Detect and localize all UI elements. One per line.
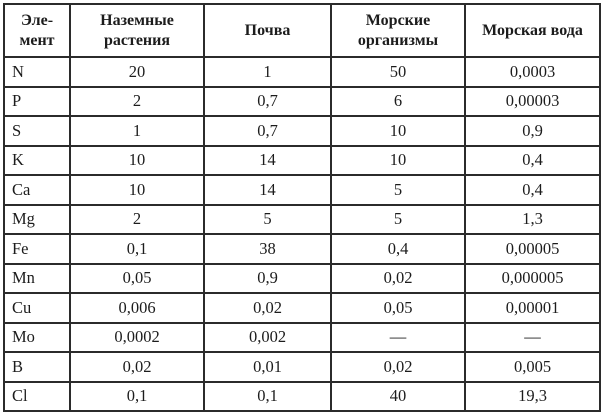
- value-cell: 2: [69, 203, 205, 235]
- value-cell: 5: [330, 174, 466, 206]
- value-cell: 10: [330, 115, 466, 147]
- element-cell: S: [3, 115, 71, 147]
- value-cell: 0,02: [330, 351, 466, 383]
- value-cell: 0,000005: [464, 262, 601, 294]
- value-cell: —: [330, 321, 466, 353]
- value-cell: 0,9: [203, 262, 332, 294]
- element-cell: Fe: [3, 233, 71, 265]
- value-cell: 50: [330, 56, 466, 88]
- table-row: Fe 0,1 38 0,4 0,00005: [3, 233, 601, 265]
- value-cell: 0,9: [464, 115, 601, 147]
- table-row: Ca 10 14 5 0,4: [3, 174, 601, 206]
- value-cell: 0,02: [69, 351, 205, 383]
- value-cell: 0,4: [330, 233, 466, 265]
- element-cell: Mg: [3, 203, 71, 235]
- value-cell: 0,1: [203, 380, 332, 412]
- value-cell: 40: [330, 380, 466, 412]
- element-cell: Cu: [3, 292, 71, 324]
- element-cell: Mn: [3, 262, 71, 294]
- value-cell: 20: [69, 56, 205, 88]
- value-cell: 0,005: [464, 351, 601, 383]
- value-cell: 0,1: [69, 380, 205, 412]
- value-cell: 14: [203, 174, 332, 206]
- value-cell: 5: [330, 203, 466, 235]
- value-cell: 0,00005: [464, 233, 601, 265]
- element-cell: P: [3, 85, 71, 117]
- value-cell: 10: [69, 144, 205, 176]
- value-cell: 1,3: [464, 203, 601, 235]
- value-cell: 19,3: [464, 380, 601, 412]
- value-cell: 14: [203, 144, 332, 176]
- value-cell: 38: [203, 233, 332, 265]
- value-cell: 0,002: [203, 321, 332, 353]
- value-cell: 10: [69, 174, 205, 206]
- value-cell: 0,02: [203, 292, 332, 324]
- col-header-element: Эле- мент: [3, 3, 71, 58]
- value-cell: 0,1: [69, 233, 205, 265]
- table-body: N 20 1 50 0,0003 P 2 0,7 6 0,00003 S 1 0,7 10 0,9 K 10 14…: [3, 56, 601, 412]
- value-cell: 0,4: [464, 144, 601, 176]
- value-cell: 0,006: [69, 292, 205, 324]
- table-row: Mg 2 5 5 1,3: [3, 203, 601, 235]
- table-row: Mo 0,0002 0,002— —: [3, 321, 601, 353]
- value-cell: 0,7: [203, 85, 332, 117]
- value-cell: 6: [330, 85, 466, 117]
- value-cell: 0,05: [69, 262, 205, 294]
- table-row: N 20 1 50 0,0003: [3, 56, 601, 88]
- value-cell: 2: [69, 85, 205, 117]
- table-row: K 10 14 10 0,4: [3, 144, 601, 176]
- value-cell: 1: [203, 56, 332, 88]
- table-row: B 0,02 0,01 0,02 0,005: [3, 351, 601, 383]
- value-cell: 1: [69, 115, 205, 147]
- element-cell: B: [3, 351, 71, 383]
- col-header-marine-organisms: Морские организмы: [330, 3, 466, 58]
- value-cell: —: [464, 321, 601, 353]
- element-cell: N: [3, 56, 71, 88]
- col-header-soil: Почва: [203, 3, 332, 58]
- table-header: Эле- мент Наземные растения Почва Морски…: [3, 3, 601, 58]
- value-cell: 0,00003: [464, 85, 601, 117]
- element-cell: Mo: [3, 321, 71, 353]
- value-cell: 0,7: [203, 115, 332, 147]
- element-cell: Cl: [3, 380, 71, 412]
- element-concentration-table: Эле- мент Наземные растения Почва Морски…: [3, 3, 601, 412]
- element-cell: Ca: [3, 174, 71, 206]
- value-cell: 0,4: [464, 174, 601, 206]
- value-cell: 0,00001: [464, 292, 601, 324]
- element-cell: K: [3, 144, 71, 176]
- col-header-land-plants: Наземные растения: [69, 3, 205, 58]
- value-cell: 0,02: [330, 262, 466, 294]
- value-cell: 5: [203, 203, 332, 235]
- table-row: Mn 0,05 0,9 0,02 0,000005: [3, 262, 601, 294]
- table-row: Cl 0,1 0,1 40 19,3: [3, 380, 601, 412]
- table-row: P 2 0,7 6 0,00003: [3, 85, 601, 117]
- col-header-sea-water: Морская вода: [464, 3, 601, 58]
- table-row: Cu 0,006 0,02 0,05 0,00001: [3, 292, 601, 324]
- value-cell: 0,0002: [69, 321, 205, 353]
- value-cell: 0,01: [203, 351, 332, 383]
- value-cell: 0,0003: [464, 56, 601, 88]
- value-cell: 10: [330, 144, 466, 176]
- header-row: Эле- мент Наземные растения Почва Морски…: [3, 3, 601, 58]
- table-row: S 1 0,7 10 0,9: [3, 115, 601, 147]
- value-cell: 0,05: [330, 292, 466, 324]
